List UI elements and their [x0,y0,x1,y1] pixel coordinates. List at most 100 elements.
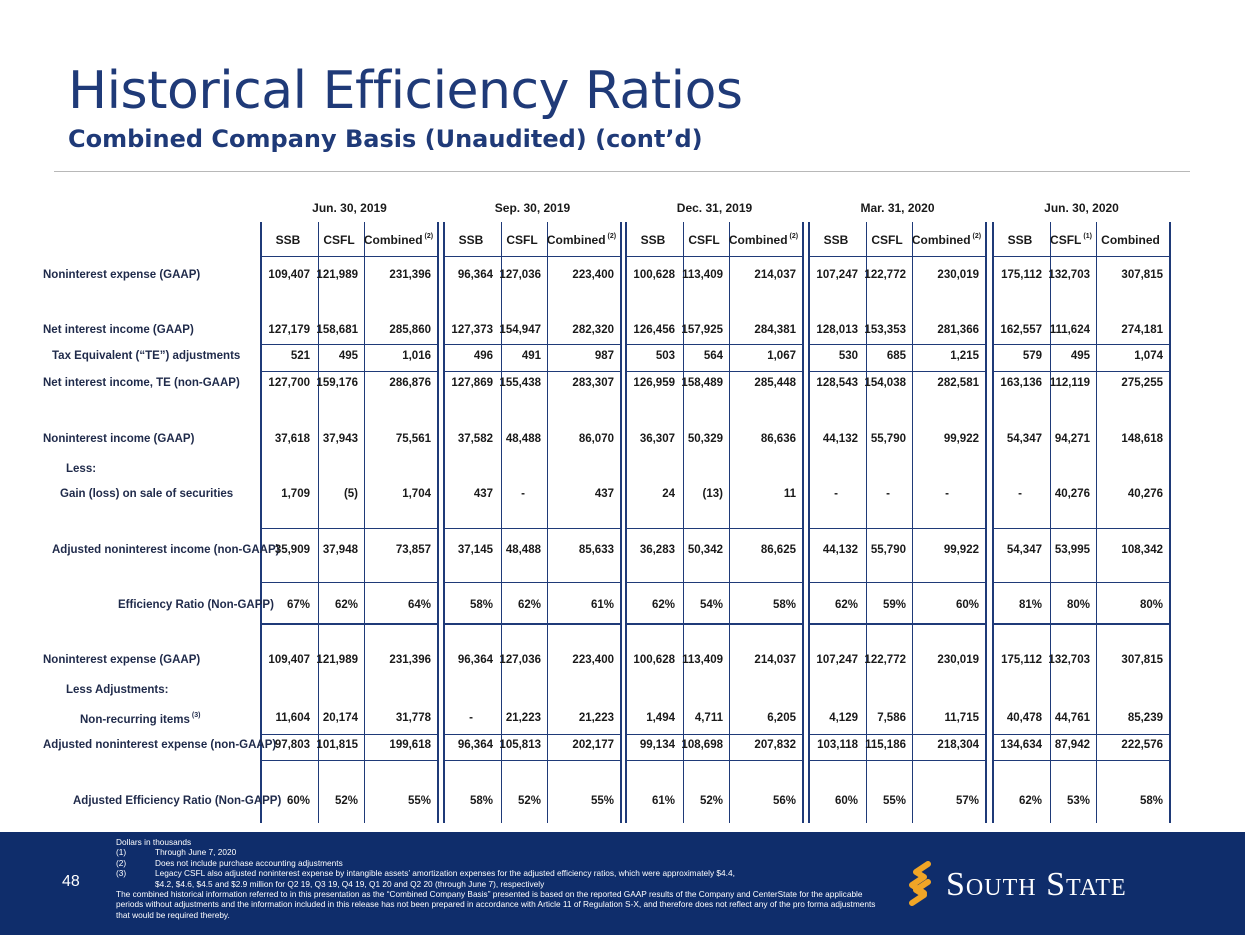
table-cell: 111,624 [1049,324,1090,336]
table-cell: 62% [517,599,541,611]
table-cell: 96,364 [457,269,493,281]
table-cell: 521 [290,350,310,362]
table-cell: 107,247 [816,654,858,666]
row-divider [627,734,802,735]
row-label: Noninterest expense (GAAP) [43,269,201,281]
table-cell: 21,223 [578,712,614,724]
row-divider [994,256,1169,257]
table-cell: 55% [407,795,431,807]
table-cell: 307,815 [1121,269,1163,281]
column-header: SSB [823,233,849,247]
table-cell: 60% [955,599,979,611]
column-header: Combined (2) [546,233,617,247]
footnote-1: (1) Through June 7, 2020 [116,847,237,858]
table-cell: 50,329 [687,433,723,445]
table-cell: 80% [1066,599,1090,611]
table-cell: 52% [699,795,723,807]
table-cell: 231,396 [389,654,431,666]
table-cell: 100,628 [633,269,675,281]
table-cell: 21,223 [505,712,541,724]
table-cell: 108,698 [681,739,723,751]
table-cell: 128,543 [816,377,858,389]
row-divider [810,528,985,529]
page-number: 48 [62,873,80,890]
row-divider [627,371,802,372]
row-label: Tax Equivalent (“TE”) adjustments [52,350,241,362]
table-cell: 1,704 [402,488,431,500]
table-cell: 113,409 [682,654,723,666]
column-header: Combined (2) [728,233,799,247]
table-cell: 44,132 [822,544,858,556]
table-cell: 127,179 [268,324,310,336]
period-header: Jun. 30, 2019 [312,201,387,215]
period-header: Sep. 30, 2019 [494,201,571,215]
table-cell: 108,342 [1121,544,1163,556]
row-divider [810,760,985,761]
table-cell: 284,381 [754,324,796,336]
table-cell: 112,119 [1049,377,1090,389]
row-divider [262,623,437,625]
period-group [625,222,804,823]
table-cell: 7,586 [877,712,906,724]
table-cell: 282,581 [937,377,979,389]
table-cell: 31,778 [395,712,431,724]
table-cell: - [945,488,949,500]
table-cell: 55% [590,795,614,807]
table-cell: 162,557 [1000,324,1042,336]
table-cell: 115,186 [865,739,906,751]
table-cell: 437 [473,488,493,500]
column-divider [683,222,684,823]
table-cell: 157,925 [681,324,723,336]
table-cell: - [886,488,890,500]
period-group [808,222,987,823]
table-cell: 11,604 [275,712,310,724]
row-divider [627,528,802,529]
row-divider [262,734,437,735]
table-cell: 103,118 [817,739,858,751]
table-cell: 11 [783,488,796,500]
table-cell: 230,019 [937,269,979,281]
table-cell: 987 [594,350,614,362]
table-cell: 154,947 [499,324,541,336]
table-cell: 36,307 [639,433,675,445]
table-cell: 274,181 [1121,324,1163,336]
table-cell: - [1018,488,1022,500]
row-divider [262,528,437,529]
table-cell: 75,561 [395,433,431,445]
table-cell: 283,307 [572,377,614,389]
table-cell: 48,488 [505,544,541,556]
table-cell: 54,347 [1006,544,1042,556]
row-label: Adjusted noninterest expense (non-GAAP) [43,739,277,751]
row-divider [810,371,985,372]
column-divider [866,222,867,823]
footnote-2: (2) Does not include purchase accounting … [116,857,343,868]
table-cell: 62% [834,599,858,611]
column-header: CSFL (1) [1050,233,1092,247]
row-label: Adjusted noninterest income (non-GAAP) [52,544,280,556]
column-divider [1050,222,1051,823]
row-divider [810,582,985,583]
row-label: Non-recurring items (3) [80,712,201,726]
table-cell: 97,803 [274,739,310,751]
row-divider [262,256,437,257]
table-cell: 109,407 [268,269,310,281]
table-cell: - [834,488,838,500]
table-cell: 37,943 [322,433,358,445]
table-cell: 154,038 [864,377,906,389]
table-cell: 96,364 [457,739,493,751]
table-cell: 307,815 [1121,654,1163,666]
table-cell: 503 [655,350,675,362]
row-divider [994,528,1169,529]
row-divider [445,623,620,625]
table-cell: 50,342 [687,544,723,556]
column-header: SSB [275,233,301,247]
column-divider [364,222,365,823]
table-cell: 37,145 [457,544,493,556]
table-cell: 214,037 [754,654,796,666]
table-cell: 126,959 [633,377,675,389]
page-title: Historical Efficiency Ratios [68,61,743,121]
column-header: CSFL [871,233,903,247]
row-label: Gain (loss) on sale of securities [60,488,234,500]
table-cell: 52% [517,795,541,807]
row-divider [445,256,620,257]
